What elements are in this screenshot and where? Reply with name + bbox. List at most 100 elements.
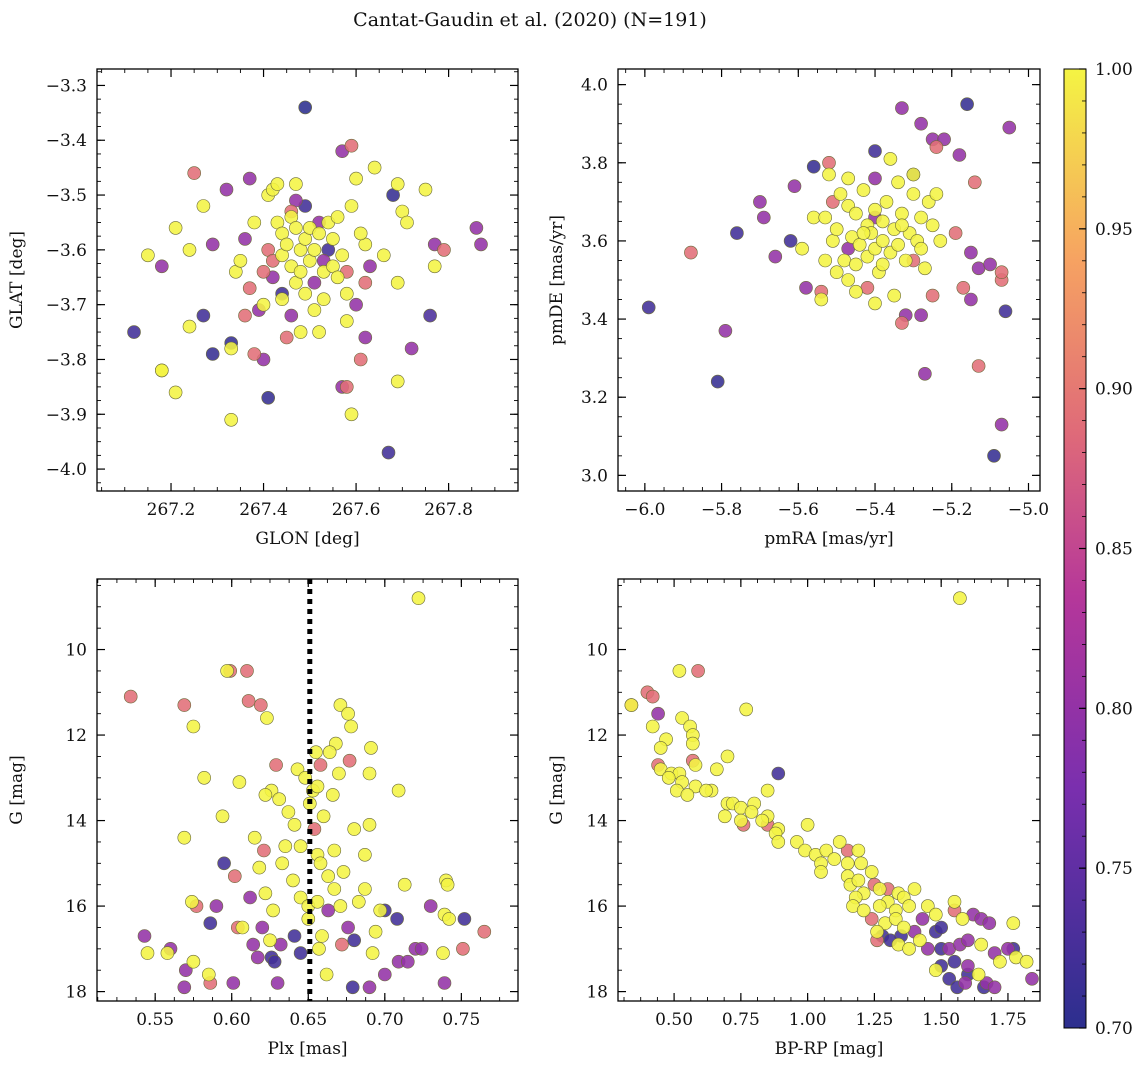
scatter-point xyxy=(367,160,382,175)
scatter-point xyxy=(961,959,975,973)
scatter-point xyxy=(993,954,1007,969)
scatter-point xyxy=(217,856,231,871)
scatter-point xyxy=(313,758,328,772)
scatter-point xyxy=(437,976,452,990)
scatter-point xyxy=(197,770,211,785)
scatter-point xyxy=(298,100,313,115)
scatter-point xyxy=(330,270,345,285)
scatter-point xyxy=(209,899,224,913)
scatter-point xyxy=(907,882,922,896)
scatter-point xyxy=(964,292,978,307)
scatter-point xyxy=(436,946,450,960)
scatter-point xyxy=(851,843,866,858)
scatter-point xyxy=(684,245,698,260)
scatter-point xyxy=(287,929,302,943)
scatter-point xyxy=(653,741,668,755)
panel-glon-glat-points xyxy=(127,100,488,460)
panel-pmra-pmde: −6.0 −5.8 −5.6 −5.4 −5.2 −5.0 3.0 3.2 3.4 3.6 3.8 4… xyxy=(547,68,1049,549)
scatter-point xyxy=(321,869,336,884)
scatter-point xyxy=(967,175,982,190)
y-tick-label: −3.6 xyxy=(46,241,87,261)
scatter-point xyxy=(298,286,313,301)
scatter-point xyxy=(685,736,700,751)
scatter-point xyxy=(168,221,183,235)
x-tick-label: 1.00 xyxy=(789,1010,827,1030)
scatter-point xyxy=(841,273,856,287)
scatter-point xyxy=(914,116,928,131)
scatter-point xyxy=(353,226,368,241)
panel-pmra-pmde-points xyxy=(641,97,1017,463)
scatter-point xyxy=(974,937,989,952)
scatter-point xyxy=(141,248,155,263)
scatter-point xyxy=(390,374,405,389)
scatter-point xyxy=(349,171,363,186)
scatter-point xyxy=(258,788,273,802)
scatter-point xyxy=(293,946,308,960)
scatter-point xyxy=(275,292,289,307)
scatter-point xyxy=(341,706,355,721)
x-tick-label: −5.0 xyxy=(1008,500,1049,520)
scatter-point xyxy=(661,770,676,785)
scatter-point xyxy=(928,907,943,922)
scatter-point xyxy=(196,308,211,323)
scatter-point xyxy=(1001,941,1015,956)
scatter-point xyxy=(902,941,916,956)
scatter-point xyxy=(920,941,935,956)
axes-frame xyxy=(617,68,1041,492)
scatter-point xyxy=(344,138,359,153)
scatter-point xyxy=(768,249,783,264)
scatter-point xyxy=(1025,971,1039,986)
panel-plx-g: 0.55 0.60 0.65 0.70 0.75 10 12 14 16 18 Plx [mas]… xyxy=(7,578,519,1059)
scatter-point xyxy=(376,248,391,263)
scatter-point xyxy=(326,232,340,246)
scatter-point xyxy=(255,920,270,935)
scatter-point xyxy=(358,330,373,345)
y-tick-label: −3.4 xyxy=(46,131,87,151)
scatter-point xyxy=(235,920,250,935)
scatter-point xyxy=(427,259,442,274)
scatter-point xyxy=(289,177,303,191)
scatter-point xyxy=(330,210,345,224)
scatter-point xyxy=(177,698,192,712)
scatter-point xyxy=(1006,916,1021,931)
scatter-point xyxy=(868,296,882,311)
scatter-point xyxy=(734,813,748,828)
scatter-point xyxy=(841,171,856,186)
scatter-point xyxy=(252,860,267,875)
scatter-point xyxy=(160,946,175,960)
scatter-point xyxy=(404,341,419,356)
scatter-point xyxy=(336,865,351,879)
scatter-point xyxy=(744,805,759,819)
scatter-point xyxy=(185,894,199,909)
scatter-point xyxy=(373,903,388,918)
scatter-point xyxy=(322,745,337,760)
scatter-point xyxy=(912,933,927,948)
x-tick-label: 0.55 xyxy=(136,1010,174,1030)
scatter-point xyxy=(799,280,813,295)
scatter-point xyxy=(270,177,285,191)
scatter-point xyxy=(287,817,302,832)
scatter-point xyxy=(202,967,216,982)
scatter-point xyxy=(390,177,405,191)
scatter-point xyxy=(645,719,660,734)
scatter-point xyxy=(864,865,879,879)
x-tick-label: 267.4 xyxy=(239,500,288,520)
y-tick-label: −3.5 xyxy=(46,186,87,206)
panel-bprp-g: 0.50 0.75 1.00 1.25 1.50 1.75 10 12 14 16 18 BP-RP… xyxy=(547,578,1041,1059)
scatter-point xyxy=(474,237,488,252)
y-tick-label: −3.3 xyxy=(46,76,87,96)
scatter-point xyxy=(827,852,842,866)
scatter-point xyxy=(895,316,909,330)
scatter-point xyxy=(333,899,348,913)
scatter-point xyxy=(203,916,218,931)
x-tick-label: 267.8 xyxy=(424,500,473,520)
scatter-point xyxy=(312,325,326,339)
scatter-point xyxy=(312,226,326,241)
scatter-point xyxy=(242,171,257,186)
colorbar-tick-label: 0.95 xyxy=(1095,220,1133,240)
scatter-point xyxy=(814,292,829,307)
y-tick-label: −3.8 xyxy=(46,350,87,370)
scatter-point xyxy=(358,882,372,896)
y-tick-label: 3.2 xyxy=(581,388,608,408)
